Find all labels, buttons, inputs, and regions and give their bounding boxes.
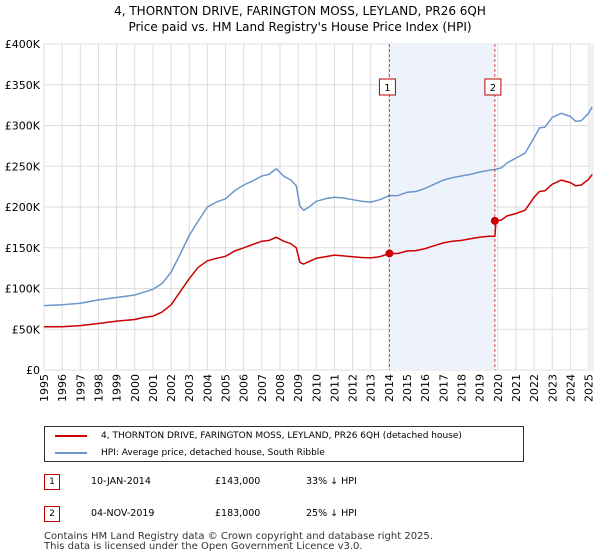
- x-tick-label: 1995: [38, 374, 51, 402]
- x-tick-label: 2024: [564, 374, 577, 402]
- sale-date-1: 10-JAN-2014: [91, 476, 151, 487]
- x-tick-label: 2007: [256, 374, 269, 402]
- footer-line-2: This data is licensed under the Open Gov…: [44, 541, 363, 552]
- x-tick-label: 2016: [419, 374, 432, 402]
- sale-diff-2: 25% ↓ HPI: [306, 508, 357, 519]
- sale-marker-label-1: 1: [384, 83, 390, 94]
- x-tick-label: 2018: [455, 374, 468, 402]
- title-line-1: 4, THORNTON DRIVE, FARINGTON MOSS, LEYLA…: [114, 4, 486, 18]
- x-tick-label: 2014: [383, 374, 396, 402]
- y-tick-label: £150K: [5, 242, 41, 255]
- footer-line-1: Contains HM Land Registry data © Crown c…: [44, 531, 433, 542]
- y-tick-label: £50K: [12, 323, 41, 336]
- sale-marker-box-2: [484, 78, 502, 96]
- footer: Contains HM Land Registry data © Crown c…: [44, 532, 433, 552]
- x-tick-label: 2022: [528, 374, 541, 402]
- sale-period-band: [389, 44, 495, 370]
- y-tick-label: £300K: [5, 120, 41, 133]
- x-tick-label: 2013: [365, 374, 378, 402]
- x-tick-label: 2017: [437, 374, 450, 402]
- x-tick-label: 2001: [147, 374, 160, 402]
- x-tick-label: 1999: [111, 374, 124, 402]
- y-tick-label: £350K: [5, 79, 41, 92]
- legend-swatch-property: [55, 434, 87, 437]
- x-tick-label: 2004: [201, 374, 214, 402]
- legend-label-hpi: HPI: Average price, detached house, Sout…: [101, 448, 325, 458]
- x-tick-label: 2010: [310, 374, 323, 402]
- future-band: [588, 44, 594, 370]
- sale-price-1: £143,000: [215, 476, 261, 487]
- y-tick-label: £400K: [5, 38, 41, 51]
- y-tick-label: £200K: [5, 201, 41, 214]
- title-line-2: Price paid vs. HM Land Registry's House …: [128, 20, 472, 34]
- series-group: [43, 106, 593, 328]
- hpi-series-line: [43, 106, 593, 307]
- x-axis-ticks: 1995 1996 1997 1998 1999 2000 2001 2002 2003 2004…: [38, 374, 596, 402]
- y-tick-label: £0: [26, 364, 40, 377]
- x-tick-label: 2019: [474, 374, 487, 402]
- x-tick-label: 1997: [74, 374, 87, 402]
- x-tick-label: 2000: [129, 374, 142, 402]
- sale-row-1: 1 10-JAN-2014 £143,000 33% ↓ HPI: [44, 473, 464, 491]
- x-tick-label: 2008: [274, 374, 287, 402]
- legend-item-hpi: HPI: Average price, detached house, Sout…: [55, 445, 325, 461]
- x-tick-label: 1998: [92, 374, 105, 402]
- x-tick-label: 2002: [165, 374, 178, 402]
- x-tick-label: 2015: [401, 374, 414, 402]
- x-tick-label: 2006: [238, 374, 251, 402]
- sale-row-2: 2 04-NOV-2019 £183,000 25% ↓ HPI: [44, 505, 464, 523]
- y-tick-label: £100K: [5, 283, 41, 296]
- sale-point-2: [490, 216, 499, 225]
- chart-title: 4, THORNTON DRIVE, FARINGTON MOSS, LEYLA…: [0, 3, 600, 35]
- sale-shading: [389, 44, 594, 370]
- x-tick-label: 2025: [583, 374, 596, 402]
- x-tick-label: 2009: [292, 374, 305, 402]
- x-tick-label: 2005: [220, 374, 233, 402]
- legend: 4, THORNTON DRIVE, FARINGTON MOSS, LEYLA…: [44, 426, 524, 462]
- x-tick-label: 2012: [347, 374, 360, 402]
- sale-marker-label-2: 2: [490, 83, 496, 94]
- legend-item-property: 4, THORNTON DRIVE, FARINGTON MOSS, LEYLA…: [55, 428, 462, 444]
- x-tick-label: 1996: [56, 374, 69, 402]
- sale-number-2: 2: [44, 506, 60, 522]
- property-series-line: [44, 173, 593, 328]
- y-tick-label: £250K: [5, 160, 41, 173]
- y-axis-ticks: £0 £50K £100K £150K £200K £250K £300K £350K £400…: [5, 38, 41, 377]
- x-tick-label: 2023: [546, 374, 559, 402]
- x-tick-label: 2011: [328, 374, 341, 402]
- legend-swatch-hpi: [55, 451, 87, 454]
- sale-marker-box-1: [378, 78, 396, 96]
- sale-price-2: £183,000: [215, 508, 261, 519]
- x-tick-label: 2021: [510, 374, 523, 402]
- x-tick-label: 2020: [492, 374, 505, 402]
- x-tick-label: 2003: [183, 374, 196, 402]
- sale-date-2: 04-NOV-2019: [91, 508, 155, 519]
- sale-diff-1: 33% ↓ HPI: [306, 476, 357, 487]
- legend-label-property: 4, THORNTON DRIVE, FARINGTON MOSS, LEYLA…: [101, 431, 462, 441]
- sale-number-1: 1: [44, 474, 60, 490]
- sale-point-1: [385, 249, 394, 258]
